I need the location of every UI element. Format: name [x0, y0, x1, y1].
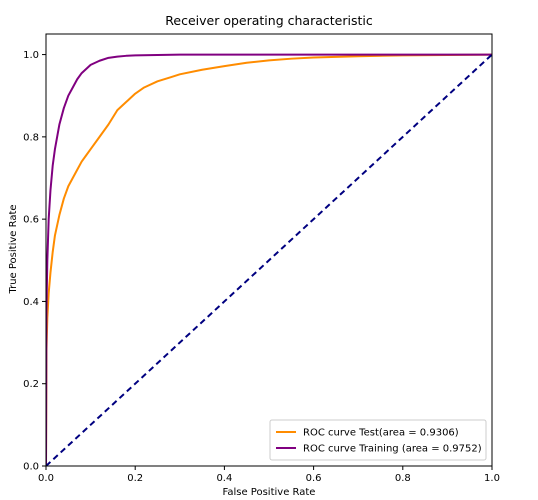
- x-tick-label: 0.0: [38, 473, 54, 484]
- plot-frame: [45, 33, 493, 467]
- x-axis-label: False Positive Rate: [223, 487, 316, 498]
- y-tick-label: 0.6: [23, 215, 39, 226]
- x-tick-label: 0.6: [306, 473, 322, 484]
- y-axis-label: True Positive Rate: [8, 204, 19, 294]
- chance-diagonal-line: [46, 53, 493, 466]
- x-tick-label: 0.8: [395, 473, 411, 484]
- y-tick-label: 0.0: [23, 462, 39, 473]
- series-line-training: [46, 53, 492, 466]
- y-tick-label: 1.0: [23, 50, 39, 61]
- x-tick-label: 0.2: [127, 473, 143, 484]
- x-tick-label: 1.0: [484, 473, 500, 484]
- plot-area: 0.0 0.2 0.4 0.6 0.8 1.0 0.0 0.2 0.4 0.6 0.8 1.0 ROC …: [23, 33, 500, 484]
- legend-label: ROC curve Training (area = 0.9752): [303, 444, 482, 455]
- y-tick-label: 0.4: [23, 297, 39, 308]
- chart-title: Receiver operating characteristic: [165, 13, 373, 28]
- y-tick-label: 0.8: [23, 132, 39, 143]
- y-tick-label: 0.2: [23, 379, 39, 390]
- x-tick-label: 0.4: [216, 473, 232, 484]
- series-line-test: [46, 53, 493, 466]
- legend-box: [269, 419, 487, 461]
- legend-label: ROC curve Test(area = 0.9306): [303, 428, 459, 439]
